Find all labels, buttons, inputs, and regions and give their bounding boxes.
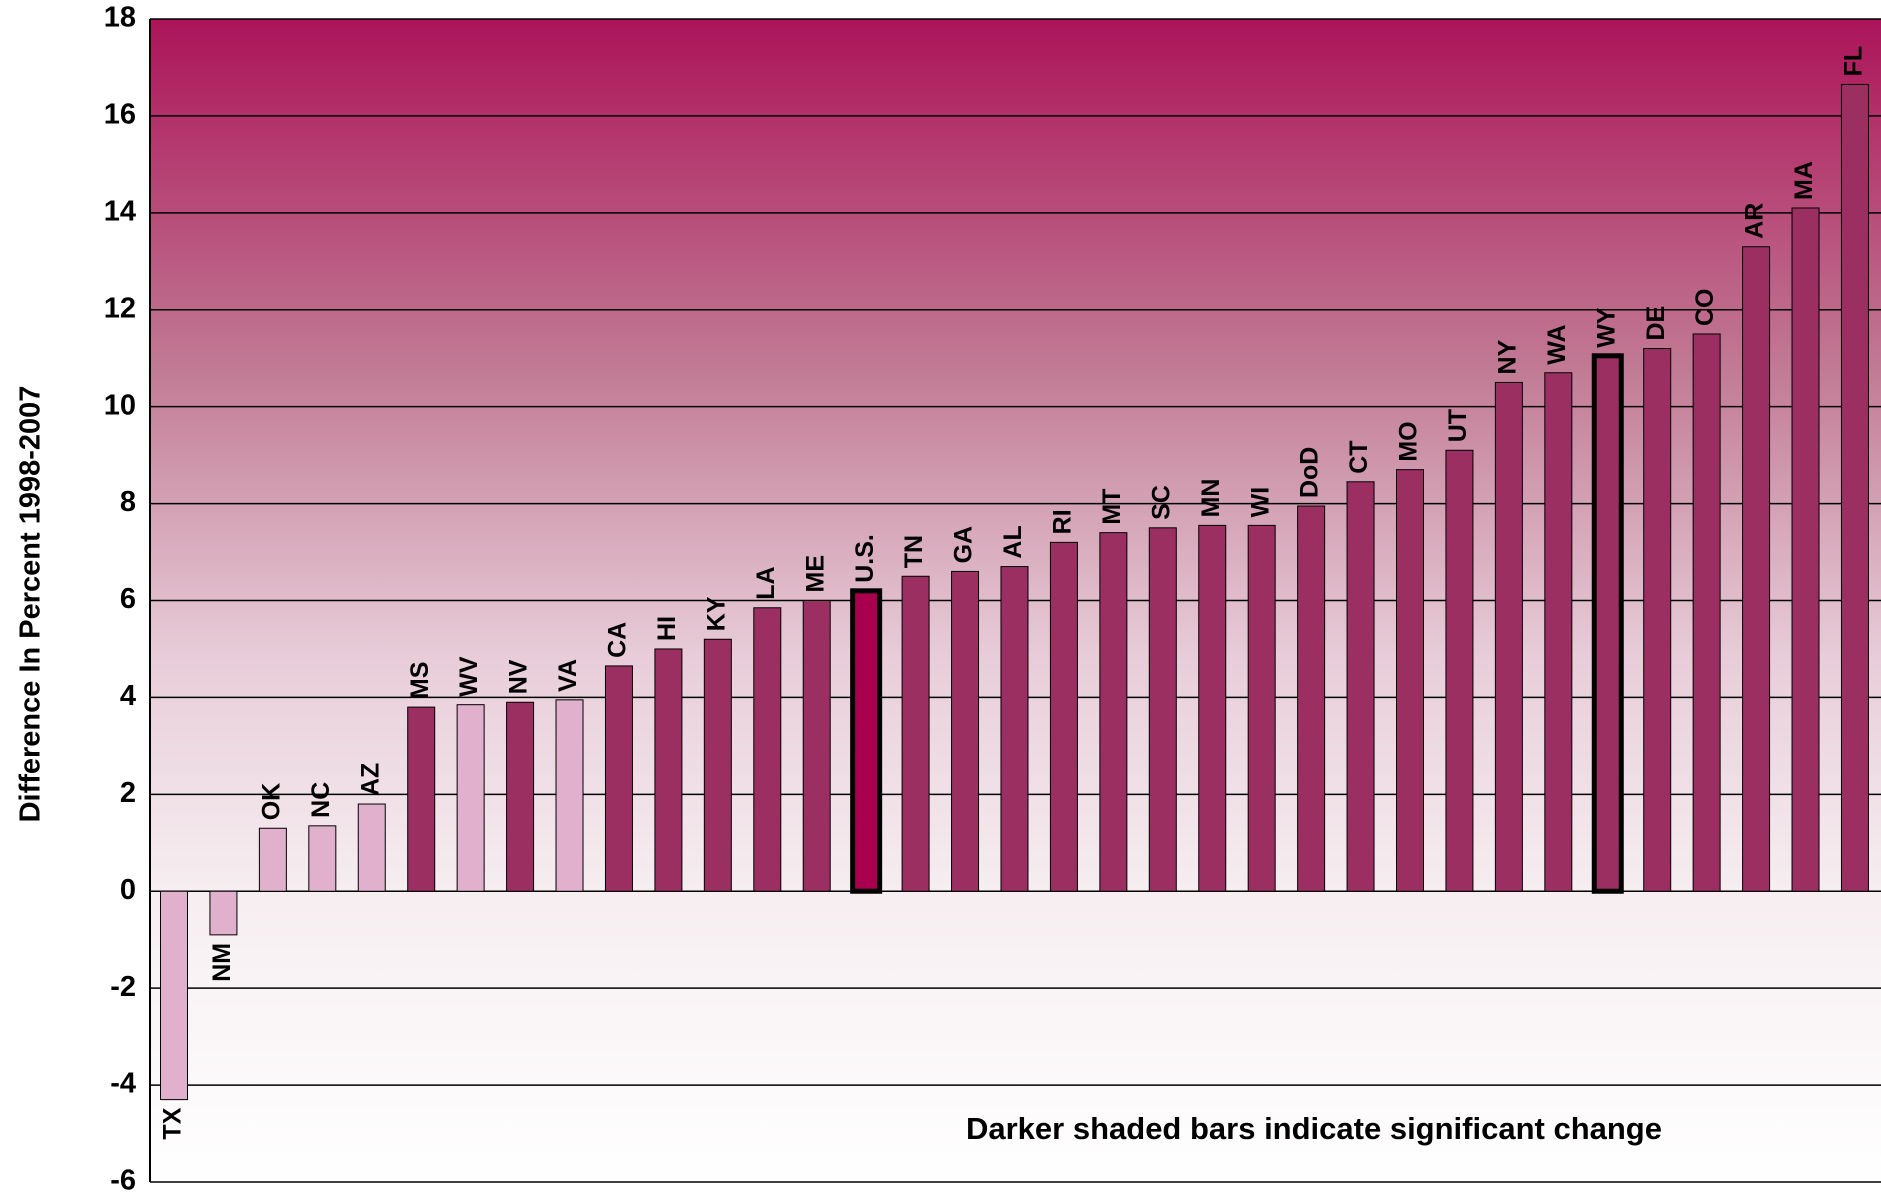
bar — [802, 600, 831, 892]
bar — [604, 665, 633, 892]
category-label: LA — [752, 566, 780, 599]
bar — [1591, 353, 1624, 894]
category-label: TN — [900, 535, 928, 568]
category-label: WA — [1543, 324, 1571, 364]
category-label: OK — [257, 783, 285, 821]
category-label: WY — [1592, 307, 1620, 348]
bar — [506, 701, 535, 892]
category-label: FL — [1840, 46, 1868, 77]
bar — [1297, 505, 1326, 892]
bar — [901, 575, 930, 892]
category-label: CA — [604, 622, 632, 658]
bar — [209, 890, 238, 936]
category-label: DoD — [1296, 447, 1324, 498]
y-tick-label: 14 — [104, 195, 136, 227]
category-label: DE — [1642, 306, 1670, 341]
bar — [1049, 541, 1078, 892]
bar — [703, 638, 732, 892]
category-label: NY — [1493, 339, 1521, 374]
category-label: MA — [1790, 161, 1818, 200]
category-label: SC — [1147, 485, 1175, 520]
bar — [357, 803, 386, 892]
bar — [753, 607, 782, 892]
y-tick-label: -2 — [110, 971, 136, 1003]
y-tick-label: 16 — [104, 99, 136, 131]
bar — [258, 827, 287, 892]
category-label: MT — [1098, 489, 1126, 525]
category-label: AR — [1741, 203, 1769, 239]
category-label: MS — [406, 662, 434, 700]
category-label: NM — [208, 943, 236, 982]
bar — [1840, 83, 1869, 892]
bar — [1791, 207, 1820, 892]
category-label: AL — [999, 525, 1027, 558]
bar — [1099, 532, 1128, 892]
y-tick-label: 4 — [120, 680, 136, 712]
bar — [951, 570, 980, 892]
category-label: WI — [1246, 487, 1274, 518]
bar — [456, 704, 485, 892]
category-label: WV — [455, 656, 483, 697]
bar — [1445, 449, 1474, 892]
category-label: UT — [1444, 409, 1472, 442]
y-tick-label: 12 — [104, 292, 136, 324]
bar — [1396, 469, 1424, 892]
bar — [654, 648, 683, 892]
category-label: AZ — [356, 763, 384, 796]
annotation: Darker shaded bars indicate significant … — [966, 1111, 1662, 1146]
bar — [1544, 372, 1573, 892]
bar — [1198, 524, 1227, 892]
category-label: RI — [1049, 509, 1077, 534]
category-label: ME — [801, 555, 829, 593]
y-tick-label: 6 — [120, 583, 136, 615]
category-label: U.S. — [851, 534, 879, 583]
bar — [308, 825, 337, 892]
bar — [1148, 527, 1177, 892]
category-label: NC — [307, 782, 335, 818]
category-label: TX — [159, 1107, 187, 1139]
bar — [407, 706, 436, 892]
bar — [1692, 333, 1721, 892]
category-label: CT — [1345, 440, 1373, 473]
category-label: KY — [702, 596, 730, 631]
category-label: CO — [1691, 288, 1719, 326]
category-label: GA — [950, 526, 978, 564]
bar — [1346, 481, 1375, 892]
y-tick-label: 0 — [120, 874, 136, 906]
y-tick-label: 2 — [120, 777, 136, 809]
y-axis-label: Difference In Percent 1998-2007 — [15, 386, 47, 823]
y-tick-label: -4 — [110, 1068, 136, 1100]
category-label: NV — [505, 659, 533, 694]
bar — [1494, 381, 1523, 892]
y-tick-label: -6 — [110, 1165, 136, 1197]
bar — [850, 588, 883, 894]
category-label: MN — [1197, 478, 1225, 517]
bar — [1742, 246, 1771, 892]
category-label: MO — [1395, 421, 1423, 461]
bar — [1643, 348, 1672, 892]
category-label: VA — [554, 659, 582, 692]
y-tick-label: 18 — [104, 2, 136, 34]
category-label: HI — [653, 616, 681, 641]
bar — [1247, 524, 1276, 892]
bar — [160, 890, 188, 1101]
bar — [1000, 566, 1029, 892]
bar — [555, 699, 584, 892]
y-tick-label: 8 — [120, 486, 136, 518]
y-tick-label: 10 — [104, 389, 136, 421]
